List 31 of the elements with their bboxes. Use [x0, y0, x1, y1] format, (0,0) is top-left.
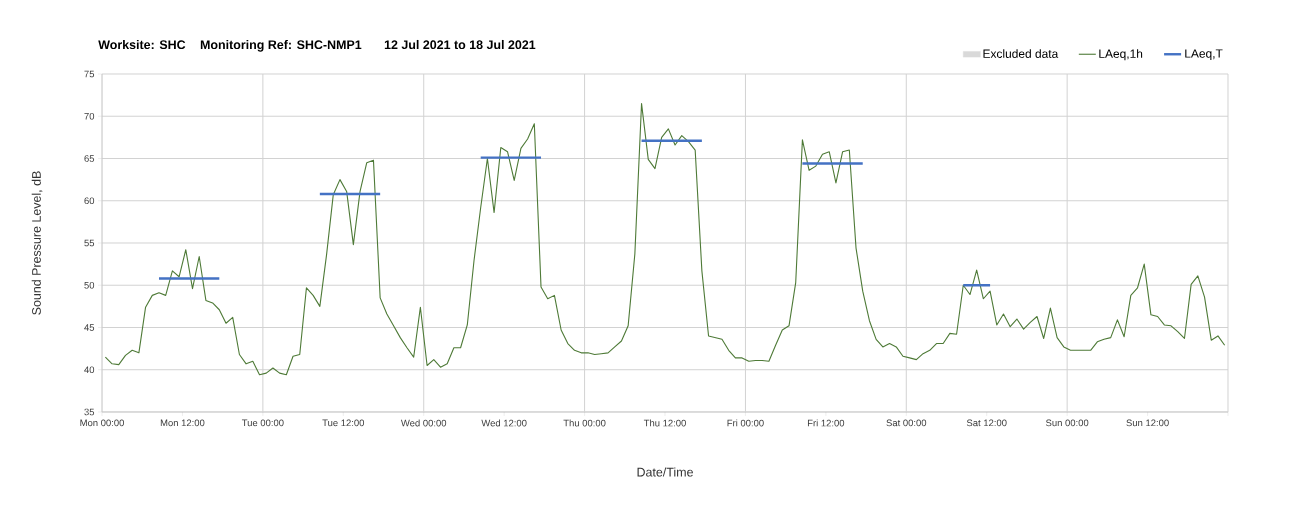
y-tick-label: 45: [84, 324, 95, 331]
y-tick-label: 60: [84, 197, 95, 205]
y-tick-label: 35: [84, 408, 95, 416]
y-tick-label: 75: [84, 70, 95, 78]
x-tick-label: Tue 12:00: [322, 419, 365, 427]
x-tick-label: Sun 12:00: [1126, 419, 1169, 427]
legend-label: Excluded data: [983, 49, 1059, 58]
x-axis-title: Date/Time: [637, 467, 693, 477]
legend-label: LAeq,T: [1185, 49, 1223, 61]
legend-label: LAeq,1h: [1099, 49, 1143, 61]
x-tick-label: Wed 00:00: [400, 419, 447, 427]
chart-title: Worksite: SHC: [98, 39, 186, 50]
x-tick-label: Sun 00:00: [1046, 419, 1089, 427]
x-tick-label: Mon 00:00: [80, 419, 124, 427]
x-tick-label: Wed 12:00: [481, 419, 527, 427]
chart-subtitle: Monitoring Ref: SHC-NMP1: [200, 39, 362, 52]
x-tick-label: Thu 00:00: [563, 419, 606, 427]
x-tick-label: Tue 00:00: [241, 419, 284, 427]
text: 12 Jul 2021 to 18 Jul 2021: [384, 39, 536, 50]
x-tick-label: Fri 00:00: [727, 419, 764, 427]
x-tick-label: Sat 00:00: [886, 419, 927, 427]
x-tick-label: Sat 12:00: [966, 419, 1007, 427]
y-tick-label: 40: [84, 366, 95, 374]
x-tick-label: Fri 12:00: [807, 419, 845, 427]
y-tick-label: 50: [84, 281, 95, 289]
y-axis-title: Sound Pressure Level, dB: [31, 171, 43, 315]
y-tick-label: 55: [84, 239, 95, 247]
x-tick-label: Mon 12:00: [160, 419, 205, 427]
y-tick-label: 70: [84, 112, 95, 120]
y-tick-label: 65: [84, 155, 95, 162]
x-tick-label: Thu 12:00: [643, 419, 686, 427]
